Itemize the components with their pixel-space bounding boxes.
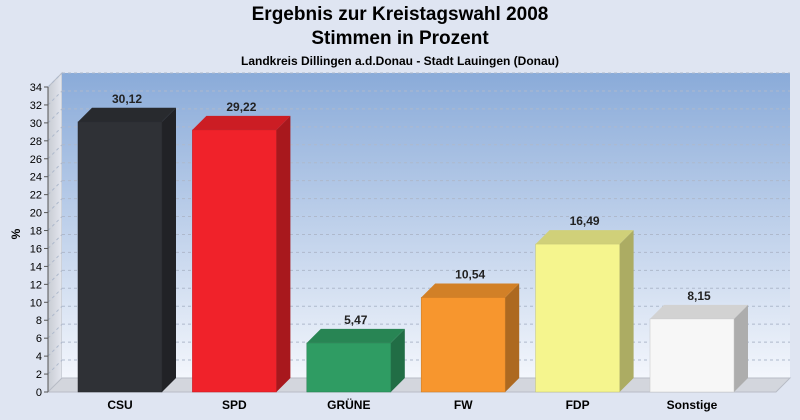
y-tick-label: 2 [36, 369, 42, 381]
bar-side [734, 304, 748, 392]
x-tick-label: SPD [222, 398, 247, 412]
y-tick-label: 16 [30, 243, 42, 255]
x-tick-label: CSU [107, 398, 132, 412]
y-tick-label: 22 [30, 190, 42, 202]
y-tick-label: 24 [30, 172, 42, 184]
y-tick-label: 10 [30, 297, 42, 309]
y-tick-label: 26 [30, 154, 42, 166]
y-tick-label: 34 [30, 82, 42, 94]
bar-value-label: 5,47 [344, 313, 368, 327]
x-tick-label: GRÜNE [327, 397, 370, 412]
bar [535, 243, 620, 393]
bar-top [192, 115, 291, 130]
y-tick-label: 14 [30, 261, 42, 273]
x-tick-label: FDP [566, 398, 590, 412]
bar-side [505, 283, 520, 392]
bar-value-label: 29,22 [226, 100, 256, 114]
bar-top [306, 328, 405, 343]
bar-top [421, 283, 520, 298]
y-tick-label: 4 [36, 351, 42, 363]
y-tick-label: 32 [30, 100, 42, 112]
y-tick-label: 20 [30, 208, 42, 220]
bar-side [390, 328, 405, 392]
y-tick-label: 0 [36, 387, 42, 399]
bar [77, 121, 163, 393]
bar [192, 129, 277, 393]
plot-area: 024681012141618202224262830323430,12CSU2… [30, 71, 792, 412]
bar-top [650, 304, 748, 319]
chart-caption: Landkreis Dillingen a.d.Donau - Stadt La… [240, 54, 559, 68]
bar-value-label: 30,12 [112, 92, 142, 106]
bar-side [162, 107, 176, 393]
bar-side [276, 115, 291, 393]
x-tick-label: FW [454, 398, 473, 412]
bar-top [78, 107, 176, 122]
y-tick-label: 6 [36, 333, 42, 345]
chart-subtitle: Stimmen in Prozent [311, 28, 489, 49]
y-tick-label: 30 [30, 118, 42, 130]
y-tick-label: 8 [36, 315, 42, 327]
bar-value-label: 16,49 [570, 214, 600, 228]
y-tick-label: 28 [30, 136, 42, 148]
y-tick-label: 18 [30, 226, 42, 238]
bar-value-label: 8,15 [687, 289, 711, 303]
x-tick-label: Sonstige [667, 398, 718, 412]
bar [420, 297, 506, 393]
y-tick-label: 12 [30, 279, 42, 291]
bar-side [619, 230, 634, 392]
bar [649, 318, 735, 393]
y-axis-label: % [9, 228, 23, 239]
bar [306, 342, 392, 393]
chart-title: Ergebnis zur Kreistagswahl 2008 [251, 4, 549, 25]
bar-value-label: 10,54 [455, 267, 485, 281]
bar-top [535, 230, 634, 245]
